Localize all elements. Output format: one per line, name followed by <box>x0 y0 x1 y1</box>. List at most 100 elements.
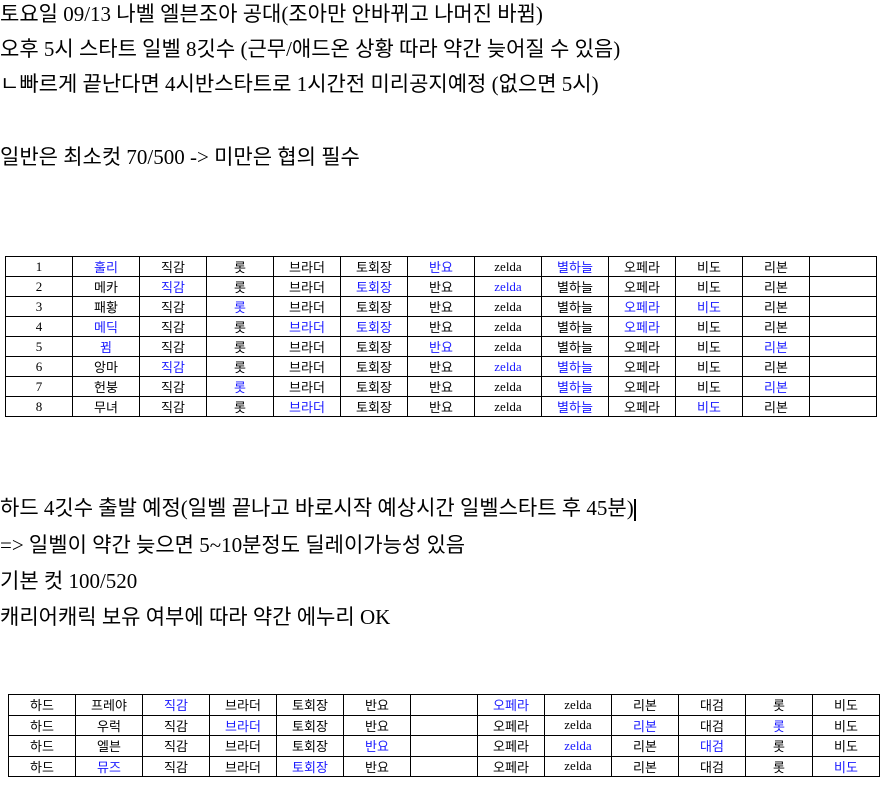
table-cell <box>809 356 877 377</box>
hard-start-text: 하드 4깃수 출발 예정(일벨 끝나고 바로시작 예상시간 일벨스타트 후 45… <box>0 496 634 520</box>
table-row: 8 무녀 직감 롯 브라더 토회장 반요 zelda 별하늘 오페라 비도 리본 <box>5 396 877 417</box>
table-cell: 대검 <box>678 714 746 736</box>
table-cell: 오페라 <box>477 755 545 777</box>
table-cell: 롯 <box>745 735 813 757</box>
table-cell: zelda <box>544 694 612 716</box>
table-cell: 오페라 <box>477 735 545 757</box>
table-cell: 롯 <box>206 276 274 297</box>
table-cell: 롯 <box>206 316 274 337</box>
table-cell: zelda <box>474 296 542 317</box>
table-cell: 직감 <box>142 694 210 716</box>
table-cell: 대검 <box>678 735 746 757</box>
table-cell: 반요 <box>343 694 411 716</box>
table-cell: 비도 <box>675 396 743 417</box>
table-cell: 비도 <box>812 714 880 736</box>
table-cell: 메카 <box>72 276 140 297</box>
table-cell: 토회장 <box>276 735 344 757</box>
table-cell: 오페라 <box>608 356 676 377</box>
table-cell: 직감 <box>139 356 207 377</box>
table-cell: 대검 <box>678 694 746 716</box>
table-cell <box>410 735 478 757</box>
table-cell: 비도 <box>812 755 880 777</box>
table-cell: 리본 <box>611 735 679 757</box>
table-row: 2 메카 직감 롯 브라더 토회장 반요 zelda 별하늘 오페라 비도 리본 <box>5 276 877 297</box>
table-cell: 토회장 <box>276 755 344 777</box>
table-cell: zelda <box>474 376 542 397</box>
table-cell: 앙마 <box>72 356 140 377</box>
table-cell: 훌리 <box>72 256 140 277</box>
table-cell: 무녀 <box>72 396 140 417</box>
table-cell: 별하늘 <box>541 396 609 417</box>
table-cell: 반요 <box>407 296 475 317</box>
table-cell: 4 <box>5 316 73 337</box>
table-cell: zelda <box>544 755 612 777</box>
table-cell: zelda <box>474 356 542 377</box>
table-cell: 별하늘 <box>541 316 609 337</box>
table-cell: 반요 <box>407 356 475 377</box>
table-cell: 토회장 <box>340 276 408 297</box>
text-line-start-time: 오후 5시 스타트 일벨 8깃수 (근무/애드온 상황 따라 약간 늦어질 수 … <box>0 37 621 61</box>
table-cell: 브라더 <box>273 356 341 377</box>
table-cell <box>809 376 877 397</box>
table-cell: 뮤즈 <box>75 755 143 777</box>
table-cell: 반요 <box>407 256 475 277</box>
table-cell: 토회장 <box>340 256 408 277</box>
table-row: 하드 우럭 직감 브라더 토회장 반요 오페라 zelda 리본 대검 롯 비도 <box>8 714 880 736</box>
table-cell: 토회장 <box>340 296 408 317</box>
table-cell: 반요 <box>407 276 475 297</box>
table-cell: 하드 <box>8 714 76 736</box>
text-cursor <box>633 499 636 522</box>
table-cell: 메딕 <box>72 316 140 337</box>
table-cell: 직감 <box>139 276 207 297</box>
table-cell: 엘븐 <box>75 735 143 757</box>
table-cell: 롯 <box>206 376 274 397</box>
table-cell: 롯 <box>745 694 813 716</box>
table-cell: 오페라 <box>608 316 676 337</box>
table-cell: 반요 <box>343 714 411 736</box>
table-cell: 반요 <box>343 755 411 777</box>
table-cell: 프레야 <box>75 694 143 716</box>
table-cell: 직감 <box>142 714 210 736</box>
table-cell: 리본 <box>611 694 679 716</box>
table-cell: 브라더 <box>273 336 341 357</box>
table-cell: zelda <box>544 714 612 736</box>
table-cell: 직감 <box>139 376 207 397</box>
table-cell: 브라더 <box>209 735 277 757</box>
table-row: 3 패황 직감 롯 브라더 토회장 반요 zelda 별하늘 오페라 비도 리본 <box>5 296 877 317</box>
table-cell: 비도 <box>812 694 880 716</box>
table-row: 4 메딕 직감 롯 브라더 토회장 반요 zelda 별하늘 오페라 비도 리본 <box>5 316 877 337</box>
table-cell: 5 <box>5 336 73 357</box>
table-cell: 오페라 <box>477 714 545 736</box>
table-cell: zelda <box>474 336 542 357</box>
table-cell: 리본 <box>611 755 679 777</box>
table-cell: 리본 <box>742 396 810 417</box>
table-cell: 브라더 <box>273 256 341 277</box>
table-cell: 브라더 <box>209 714 277 736</box>
table-cell: 대검 <box>678 755 746 777</box>
table-cell: 토회장 <box>276 714 344 736</box>
table-cell: 3 <box>5 296 73 317</box>
table-cell: 직감 <box>139 336 207 357</box>
table-cell: 토회장 <box>276 694 344 716</box>
table-cell: 비도 <box>675 296 743 317</box>
table-cell: 별하늘 <box>541 376 609 397</box>
table-cell: 브라더 <box>273 396 341 417</box>
table-cell: zelda <box>474 316 542 337</box>
table-cell: 반요 <box>407 396 475 417</box>
table-cell: 오페라 <box>608 336 676 357</box>
table-cell: 리본 <box>742 336 810 357</box>
table-cell: 직감 <box>142 755 210 777</box>
table-cell: 직감 <box>142 735 210 757</box>
table-cell: zelda <box>474 276 542 297</box>
table-cell: 리본 <box>742 356 810 377</box>
table-cell: 반요 <box>407 376 475 397</box>
table-cell <box>410 755 478 777</box>
text-line-normal-cut: 일반은 최소컷 70/500 -> 미만은 협의 필수 <box>0 145 360 169</box>
table-cell <box>809 316 877 337</box>
table-cell: 비도 <box>675 316 743 337</box>
table-cell: 하드 <box>8 755 76 777</box>
table-row: 7 헌붕 직감 롯 브라더 토회장 반요 zelda 별하늘 오페라 비도 리본 <box>5 376 877 397</box>
table-cell: 토회장 <box>340 336 408 357</box>
table-cell: 오페라 <box>608 376 676 397</box>
table-cell: 브라더 <box>273 276 341 297</box>
